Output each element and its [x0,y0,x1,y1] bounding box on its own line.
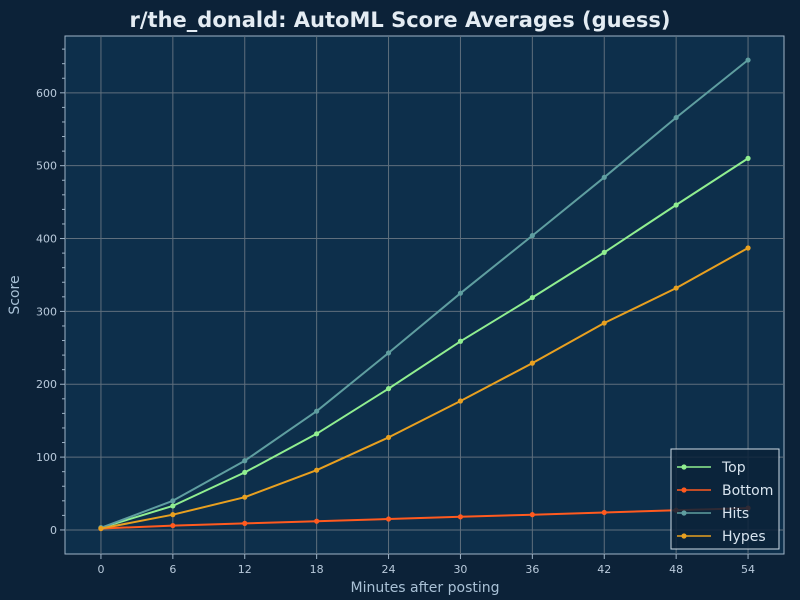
data-point [529,233,535,239]
data-point [457,290,464,296]
legend-item-bottom: Bottom [677,483,773,499]
data-point [529,360,535,366]
x-tick-label: 42 [597,563,611,576]
data-point [242,469,248,476]
x-tick-label: 54 [741,563,755,576]
series-line [100,507,749,530]
data-point [457,338,464,344]
x-tick-label: 12 [238,563,252,576]
data-point [385,516,392,522]
data-point [745,57,751,63]
data-point [601,249,607,255]
y-tick-label: 0 [50,524,57,537]
x-tick-label: 36 [525,563,539,576]
data-point [745,245,751,251]
legend: Top Bottom Hits Hypes [670,448,780,550]
data-point [673,114,679,121]
legend-item-hypes: Hypes [677,529,766,545]
data-point [529,512,535,518]
legend-label: Bottom [722,483,773,499]
data-point [601,509,607,516]
series-line [100,157,749,529]
y-tick-label: 200 [36,378,57,391]
data-point [457,514,464,520]
data-point [242,458,248,464]
legend-item-top: Top [677,460,746,476]
series-line [100,59,749,529]
series-hypes [98,245,751,532]
data-point [314,467,320,473]
legend-marker [681,533,687,539]
legend-label: Hits [722,506,749,522]
legend-marker [681,487,687,493]
x-tick-label: 18 [310,563,324,576]
x-tick-label: 6 [169,563,176,576]
data-point [242,520,248,527]
legend-label: Top [721,460,746,476]
legend-item-hits: Hits [677,506,749,522]
data-point [170,512,176,518]
legend-marker [681,464,687,470]
y-axis-label: Score [7,275,23,314]
y-tick-label: 600 [36,87,57,100]
chart-title: r/the_donald: AutoML Score Averages (gue… [130,8,671,32]
y-tick-label: 300 [36,305,57,318]
data-point [457,398,464,404]
legend-box [670,448,780,550]
y-tick-label: 100 [36,451,57,464]
x-tick-label: 48 [669,563,683,576]
y-tick-label: 500 [36,160,57,173]
data-point [170,498,176,504]
data-point [673,202,679,208]
data-point [385,434,392,441]
data-point [170,503,176,509]
data-point [601,174,607,180]
data-point [529,294,535,301]
series-hits [98,57,751,531]
x-tick-label: 30 [453,563,467,576]
data-point [745,155,751,161]
data-point [385,350,392,356]
series-line [100,247,749,530]
data-point [242,494,248,500]
axis-ticks: 0 6 12 18 24 30 36 42 48 54 0 100 200 300 400 500 600 [36,48,755,576]
x-axis-label: Minutes after posting [350,580,499,596]
data-point [98,525,104,532]
series-layer [98,57,751,532]
data-point [601,320,607,326]
x-tick-label: 24 [382,563,396,576]
data-point [385,386,392,392]
y-tick-label: 400 [36,233,57,246]
data-point [170,522,176,529]
legend-label: Hypes [722,529,766,545]
legend-marker [681,510,687,516]
x-tick-label: 0 [97,563,104,576]
data-point [314,408,320,414]
data-point [673,285,679,291]
data-point [314,431,320,437]
data-point [314,518,320,524]
